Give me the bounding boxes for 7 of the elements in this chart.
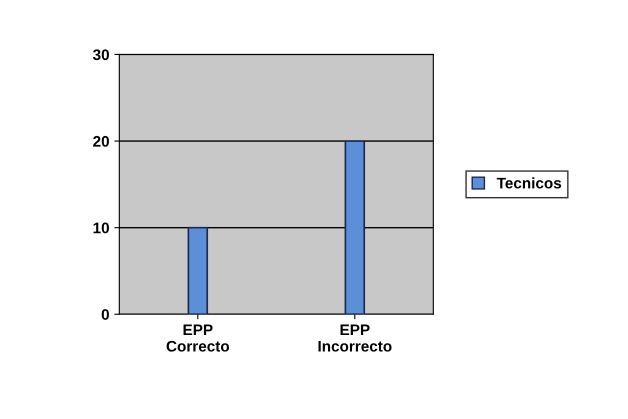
y-tick-label: 30 (92, 49, 109, 60)
x-tick-label: EPP Correcto (166, 324, 230, 352)
y-tick-label: 20 (93, 136, 109, 147)
x-tick-label: EPP Incorrecto (318, 324, 392, 352)
legend-label: Tecnicos (496, 177, 562, 188)
y-tick-label: 0 (102, 309, 109, 320)
y-tick-label: 10 (94, 222, 109, 234)
